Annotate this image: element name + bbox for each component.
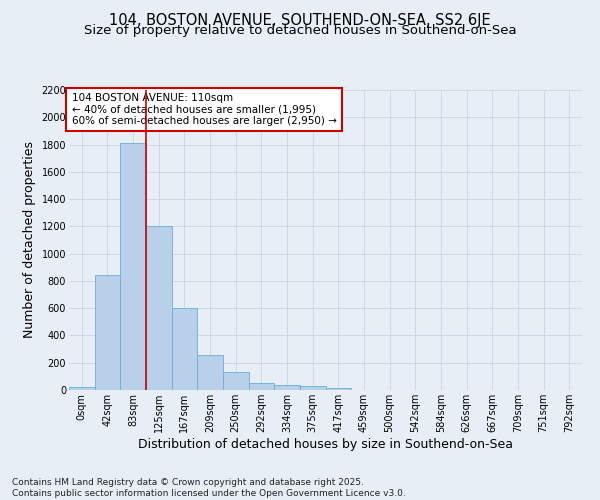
Bar bbox=[274, 384, 300, 390]
Bar bbox=[172, 308, 197, 390]
Bar bbox=[223, 372, 248, 390]
Bar bbox=[146, 226, 172, 390]
Y-axis label: Number of detached properties: Number of detached properties bbox=[23, 142, 36, 338]
Bar bbox=[69, 386, 95, 390]
Bar bbox=[325, 388, 351, 390]
Bar bbox=[248, 383, 274, 390]
X-axis label: Distribution of detached houses by size in Southend-on-Sea: Distribution of detached houses by size … bbox=[138, 438, 513, 450]
Text: Size of property relative to detached houses in Southend-on-Sea: Size of property relative to detached ho… bbox=[83, 24, 517, 37]
Bar bbox=[197, 355, 223, 390]
Bar bbox=[121, 143, 146, 390]
Bar bbox=[95, 275, 121, 390]
Text: 104, BOSTON AVENUE, SOUTHEND-ON-SEA, SS2 6JE: 104, BOSTON AVENUE, SOUTHEND-ON-SEA, SS2… bbox=[109, 12, 491, 28]
Bar bbox=[300, 386, 325, 390]
Text: 104 BOSTON AVENUE: 110sqm
← 40% of detached houses are smaller (1,995)
60% of se: 104 BOSTON AVENUE: 110sqm ← 40% of detac… bbox=[71, 93, 337, 126]
Text: Contains HM Land Registry data © Crown copyright and database right 2025.
Contai: Contains HM Land Registry data © Crown c… bbox=[12, 478, 406, 498]
